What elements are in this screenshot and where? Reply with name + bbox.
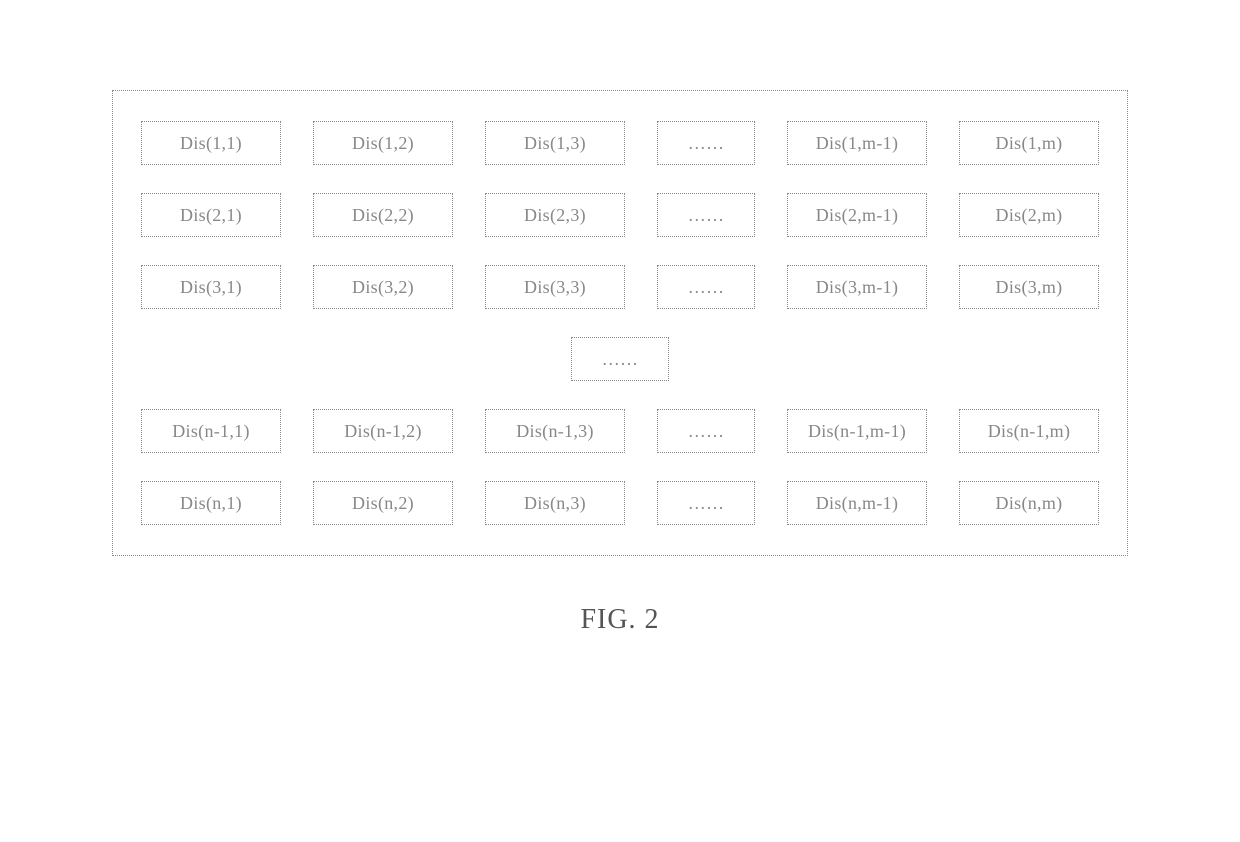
matrix-cell: Dis(1,2) xyxy=(313,121,453,165)
matrix-ellipsis-row: …… xyxy=(141,337,1099,381)
matrix-ellipsis-cell: …… xyxy=(657,121,755,165)
matrix-cell: Dis(n-1,m-1) xyxy=(787,409,927,453)
matrix-ellipsis-cell: …… xyxy=(657,265,755,309)
matrix-ellipsis-cell: …… xyxy=(657,481,755,525)
matrix-cell: Dis(3,m-1) xyxy=(787,265,927,309)
figure-caption: FIG. 2 xyxy=(580,604,659,636)
matrix-cell: Dis(n,m-1) xyxy=(787,481,927,525)
matrix-cell: Dis(n-1,1) xyxy=(141,409,281,453)
matrix-cell: Dis(3,m) xyxy=(959,265,1099,309)
matrix-cell: Dis(2,1) xyxy=(141,193,281,237)
matrix-cell: Dis(3,3) xyxy=(485,265,625,309)
matrix-row: Dis(1,1) Dis(1,2) Dis(1,3) …… Dis(1,m-1)… xyxy=(141,121,1099,165)
matrix-row: Dis(n-1,1) Dis(n-1,2) Dis(n-1,3) …… Dis(… xyxy=(141,409,1099,453)
matrix-cell: Dis(1,m) xyxy=(959,121,1099,165)
matrix-cell: Dis(2,2) xyxy=(313,193,453,237)
matrix-cell: Dis(n,3) xyxy=(485,481,625,525)
matrix-cell: Dis(2,m) xyxy=(959,193,1099,237)
matrix-cell: Dis(1,3) xyxy=(485,121,625,165)
matrix-row: Dis(n,1) Dis(n,2) Dis(n,3) …… Dis(n,m-1)… xyxy=(141,481,1099,525)
matrix-container: Dis(1,1) Dis(1,2) Dis(1,3) …… Dis(1,m-1)… xyxy=(112,90,1128,556)
matrix-ellipsis-cell: …… xyxy=(571,337,669,381)
matrix-cell: Dis(1,m-1) xyxy=(787,121,927,165)
matrix-row: Dis(3,1) Dis(3,2) Dis(3,3) …… Dis(3,m-1)… xyxy=(141,265,1099,309)
matrix-cell: Dis(2,m-1) xyxy=(787,193,927,237)
matrix-cell: Dis(n-1,2) xyxy=(313,409,453,453)
matrix-ellipsis-cell: …… xyxy=(657,409,755,453)
matrix-cell: Dis(n-1,m) xyxy=(959,409,1099,453)
matrix-row: Dis(2,1) Dis(2,2) Dis(2,3) …… Dis(2,m-1)… xyxy=(141,193,1099,237)
matrix-cell: Dis(n,2) xyxy=(313,481,453,525)
matrix-ellipsis-cell: …… xyxy=(657,193,755,237)
matrix-cell: Dis(n,m) xyxy=(959,481,1099,525)
matrix-cell: Dis(2,3) xyxy=(485,193,625,237)
matrix-cell: Dis(3,1) xyxy=(141,265,281,309)
matrix-cell: Dis(1,1) xyxy=(141,121,281,165)
matrix-cell: Dis(3,2) xyxy=(313,265,453,309)
matrix-cell: Dis(n-1,3) xyxy=(485,409,625,453)
matrix-cell: Dis(n,1) xyxy=(141,481,281,525)
